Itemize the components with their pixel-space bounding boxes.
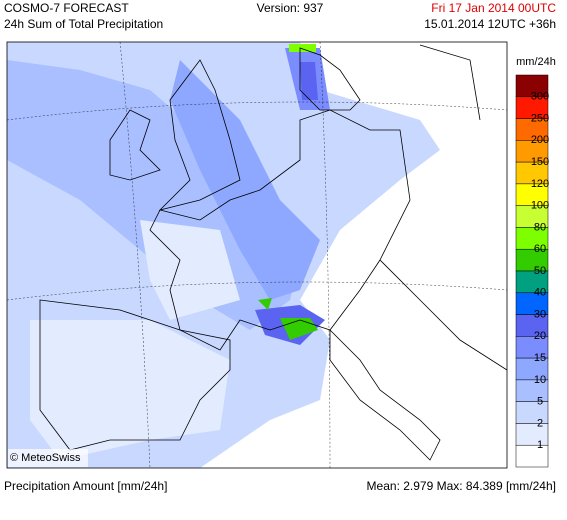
- legend-label: 15: [534, 352, 546, 364]
- legend-label: 300: [531, 91, 549, 103]
- legend-label: 20: [534, 330, 546, 342]
- legend-swatch: [515, 423, 549, 446]
- version: Version: 937: [257, 1, 324, 15]
- legend-label: 100: [531, 200, 549, 212]
- legend-label: 40: [534, 287, 546, 299]
- valid-time: Fri 17 Jan 2014 00UTC: [431, 1, 556, 15]
- run-time: 15.01.2014 12UTC +36h: [424, 17, 556, 31]
- footer-right: Mean: 2.979 Max: 84.389 [mm/24h]: [367, 479, 556, 493]
- legend-label: 1: [537, 439, 543, 451]
- footer-left: Precipitation Amount [mm/24h]: [4, 479, 167, 493]
- legend-label: 10: [534, 374, 546, 386]
- legend-label: 120: [531, 178, 549, 190]
- legend-label: 80: [534, 221, 546, 233]
- legend-label: 60: [534, 243, 546, 255]
- legend-label: 150: [531, 156, 549, 168]
- legend-unit: mm/24h: [516, 56, 556, 68]
- subtitle: 24h Sum of Total Precipitation: [4, 17, 163, 31]
- legend-label: 200: [531, 134, 549, 146]
- legend-label: 2: [537, 417, 543, 429]
- legend-label: 5: [537, 396, 543, 408]
- credit: © MeteoSwiss: [10, 452, 81, 464]
- legend: mm/24h 300250200150120100806050403020151…: [515, 56, 556, 468]
- legend-label: 50: [534, 265, 546, 277]
- map: © MeteoSwiss: [6, 41, 508, 469]
- legend-swatch: [515, 444, 549, 468]
- legend-label: 30: [534, 308, 546, 320]
- title: COSMO-7 FORECAST: [4, 1, 129, 15]
- legend-swatch: [515, 401, 549, 424]
- legend-label: 250: [531, 112, 549, 124]
